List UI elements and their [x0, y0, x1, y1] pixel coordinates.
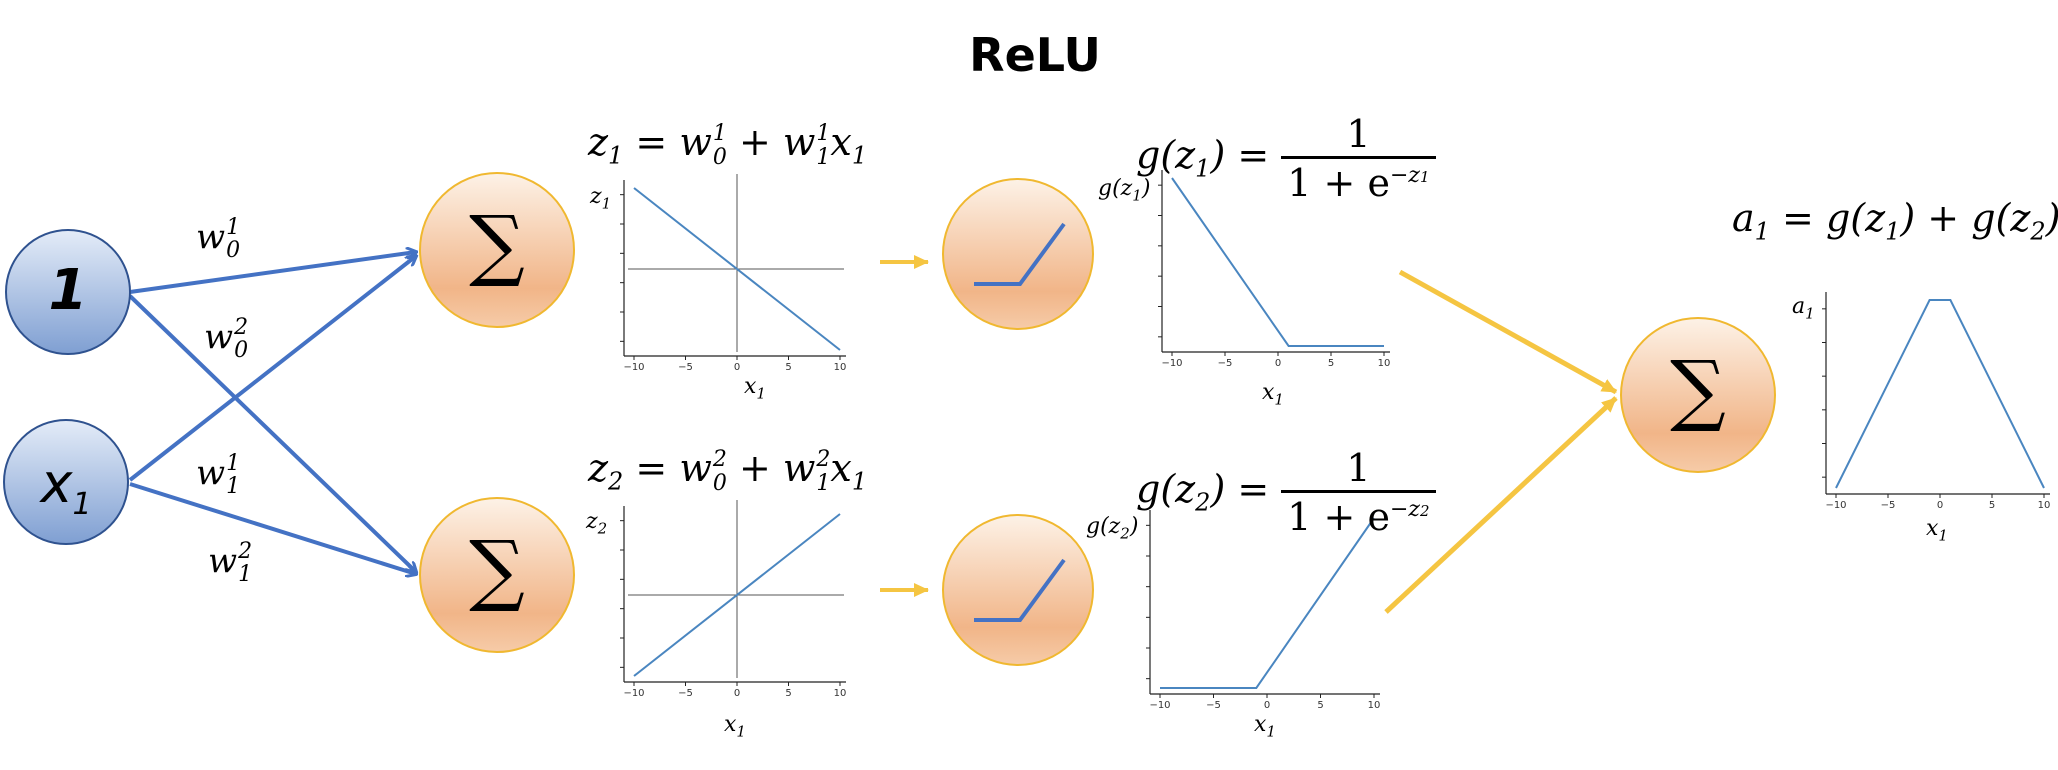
output-sum-node — [1620, 317, 1776, 473]
plot-g1-xtick-label: 5 — [1327, 358, 1335, 369]
plot-z2-xlabel: x1 — [724, 712, 746, 741]
sum-symbol-1: ∑ — [469, 200, 525, 290]
relu-node-2 — [942, 514, 1094, 666]
plot-z2-series-line — [633, 513, 841, 677]
plot-z2-xtick-label: −5 — [678, 688, 693, 699]
plot-g1-series-line — [1171, 177, 1384, 347]
relu-icon-1 — [974, 222, 1066, 286]
sum-node-1 — [419, 172, 575, 328]
plot-z1-xtick-label: 10 — [833, 362, 847, 373]
input-node-bias — [5, 229, 131, 355]
plot-a1-xtick-label: 0 — [1936, 500, 1944, 511]
page-title: ReLU — [969, 28, 1101, 82]
plot-z2-xtick-label: 10 — [833, 688, 847, 699]
edge-x1-to-sum1 — [128, 256, 416, 482]
arrow-g1-to-output-sum — [1398, 269, 1618, 395]
input-x1-base: x — [40, 452, 73, 515]
plot-a1-ylabel: a1 — [1792, 294, 1815, 323]
plot-g2-ylabel: g(z2) — [1086, 514, 1139, 543]
plot-g2-xtick-label: 10 — [1367, 700, 1381, 711]
input-x1-label: x1 — [6, 452, 126, 522]
sigmoid-fraction-2: 1 1 + e−z2 — [1281, 446, 1436, 539]
plot-g1-xtick-label: −5 — [1217, 358, 1233, 369]
plot-z1-xtick-label: 5 — [785, 362, 792, 373]
plot-z1-ylabel: z1 — [590, 184, 612, 213]
plot-z2-xtick-label: 0 — [733, 688, 741, 699]
plot-z2-ylabel: z2 — [586, 509, 608, 538]
plot-z2-xtick-label: −10 — [623, 688, 645, 699]
plot-g2-xlabel: x1 — [1254, 712, 1276, 741]
plot-g2-xtick-label: −5 — [1206, 700, 1221, 711]
sigmoid-fraction-1: 1 1 + e−z1 — [1281, 112, 1436, 205]
equation-a1: a1 = g(z1) + g(z2) — [1732, 196, 2058, 246]
plot-g2-series-line — [1160, 517, 1375, 689]
plot-a1-xtick-label: 5 — [1988, 500, 1996, 511]
plot-z1-xtick-label: −5 — [678, 362, 693, 373]
output-sum-symbol: ∑ — [1670, 345, 1726, 435]
plot-z2-xtick-label: 5 — [785, 688, 792, 699]
equation-g-z2: g(z2) = 1 1 + e−z2 — [1136, 446, 1436, 539]
sum-node-2 — [419, 497, 575, 653]
input-bias-label: 1 — [48, 258, 88, 323]
plot-g1-xtick-label: −10 — [1161, 358, 1183, 369]
plot-g1-xlabel: x1 — [1262, 380, 1284, 409]
edge-bias-to-sum2 — [128, 294, 416, 572]
plot-z1-xtick-label: 0 — [733, 362, 741, 373]
input-x1-sub: 1 — [72, 486, 92, 522]
plot-g2-xtick-label: 5 — [1317, 700, 1324, 711]
plot-a1-series-line — [1835, 299, 2045, 489]
plot-g1-xtick-label: 10 — [1377, 358, 1391, 369]
plot-a1-xtick-label: −10 — [1825, 500, 1847, 511]
plot-g2-xtick-label: 0 — [1263, 700, 1271, 711]
edge-x1-to-sum2 — [129, 482, 416, 574]
plot-g1-xtick-label: 0 — [1274, 358, 1282, 369]
equation-g-z1: g(z1) = 1 1 + e−z1 — [1136, 112, 1436, 205]
edge-bias-to-sum1 — [129, 252, 416, 294]
plots-layer — [620, 170, 2050, 698]
plot-z1-xtick-label: −10 — [623, 362, 645, 373]
arrow-g2-to-output-sum — [1384, 396, 1618, 614]
plot-g1-ylabel: g(z1) — [1098, 176, 1151, 205]
plot-g2-xtick-label: −10 — [1149, 700, 1171, 711]
plot-a1-xtick-label: −5 — [1880, 500, 1896, 511]
relu-node-1 — [942, 178, 1094, 330]
plot-a1-xlabel: x1 — [1926, 516, 1948, 545]
plot-z1-xlabel: x1 — [744, 374, 766, 403]
plot-z1-series-line — [633, 187, 841, 351]
plot-a1-xtick-label: 10 — [2037, 500, 2051, 511]
relu-icon-2 — [974, 558, 1066, 622]
sum-symbol-2: ∑ — [469, 525, 525, 615]
input-node-x1 — [3, 419, 129, 545]
